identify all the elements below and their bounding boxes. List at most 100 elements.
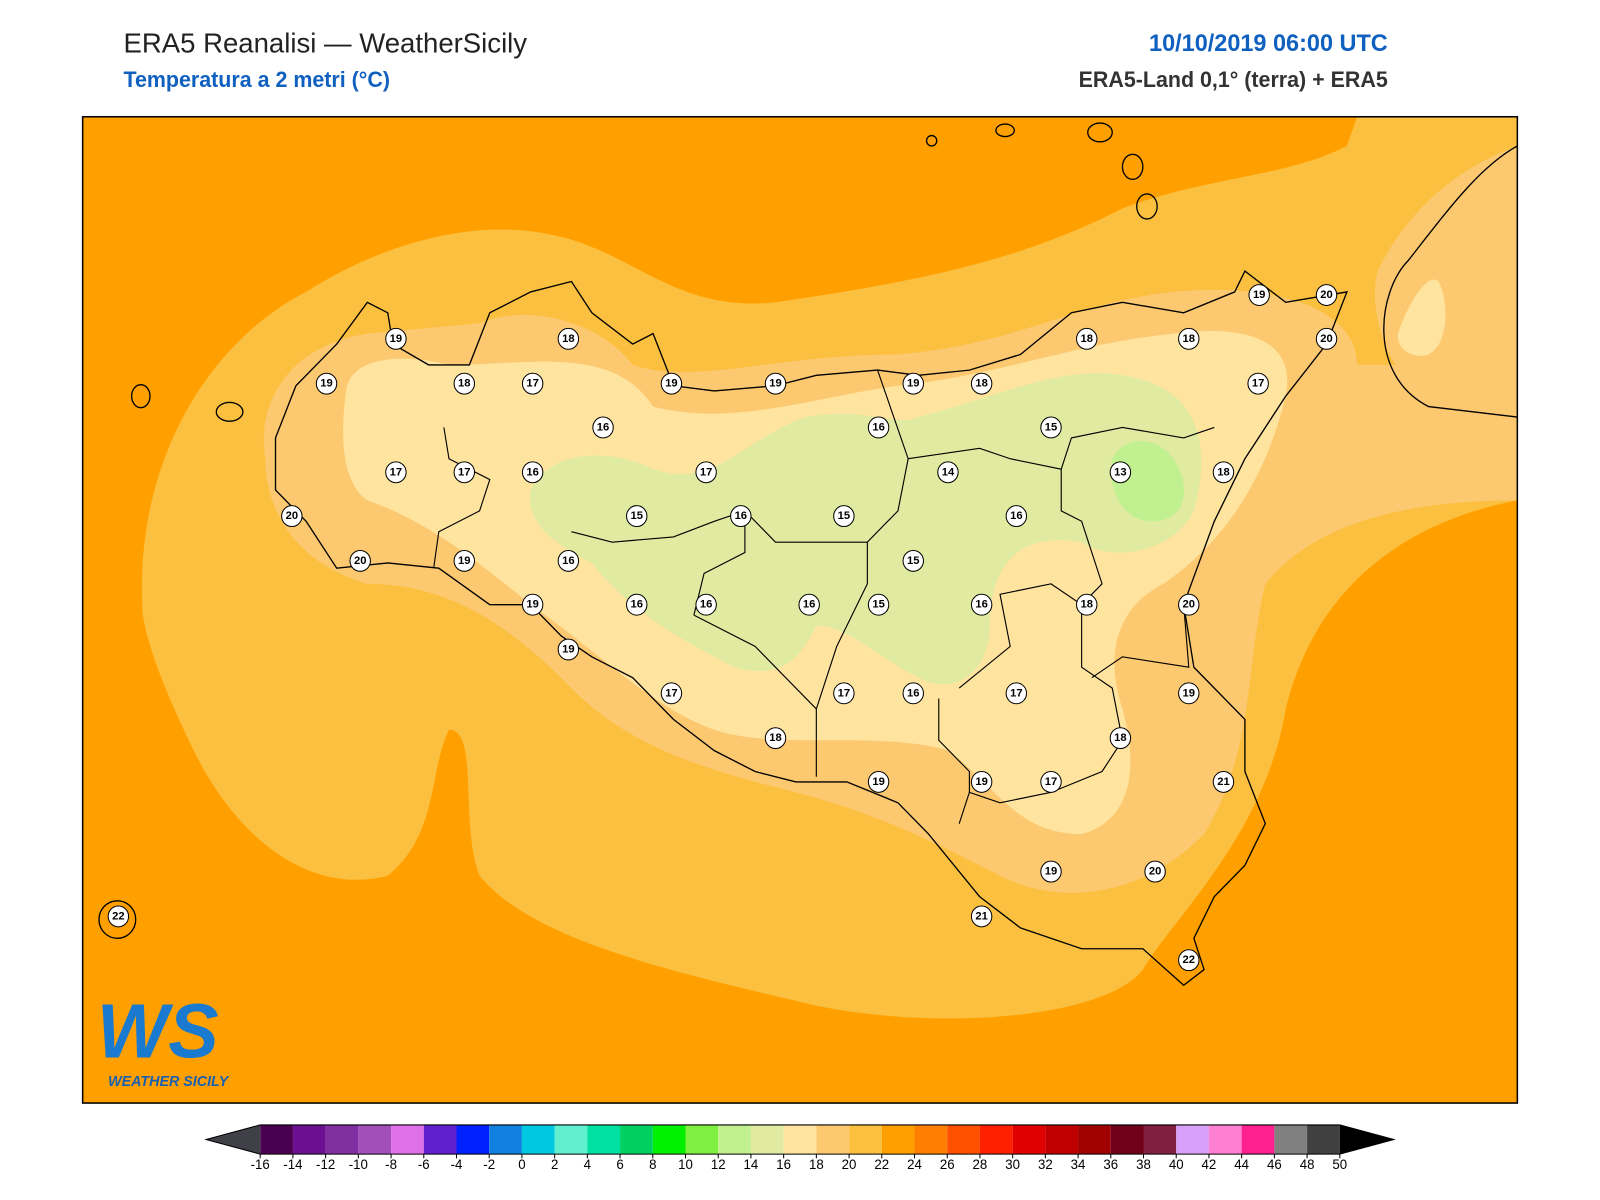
station-marker [970, 905, 993, 928]
station-marker [1109, 727, 1132, 750]
station-value: 20 [1183, 599, 1195, 611]
station-marker [557, 327, 580, 350]
colorbar-segment [1307, 1124, 1340, 1155]
station-value: 20 [1149, 866, 1161, 878]
station-value: 17 [1010, 687, 1022, 699]
station-value: 19 [526, 599, 538, 611]
station-value: 20 [1320, 289, 1332, 301]
station-value: 17 [526, 378, 538, 390]
station-value: 16 [562, 555, 574, 567]
station-value: 15 [1045, 421, 1057, 433]
colorbar-segment [881, 1124, 915, 1155]
station-marker [453, 549, 475, 572]
island [925, 134, 938, 147]
station-value: 18 [1183, 333, 1195, 345]
station-value: 21 [1217, 776, 1229, 788]
station-value: 19 [872, 776, 884, 788]
station-marker [1178, 327, 1200, 350]
province-border [433, 427, 491, 569]
station-value: 18 [458, 378, 470, 390]
colorbar-segment [620, 1124, 653, 1155]
island [1121, 153, 1144, 180]
colorbar-segment [1078, 1124, 1111, 1155]
subtitle: Temperatura a 2 metri (°C) [123, 67, 390, 92]
station-value: 21 [975, 910, 987, 922]
colorbar-segment [554, 1124, 588, 1155]
contour-16-18 [1397, 279, 1446, 356]
station-marker [970, 593, 993, 616]
colorbar-tick-label: 2 [551, 1157, 558, 1172]
station-marker [833, 505, 855, 528]
colorbar-segment [816, 1124, 850, 1155]
station-value: 16 [735, 510, 747, 522]
colorbar-tick-label: 32 [1038, 1157, 1053, 1172]
station-marker [1005, 682, 1028, 705]
station-value: 19 [1253, 289, 1265, 301]
station-value: 18 [1114, 732, 1126, 744]
station-value: 15 [872, 599, 884, 611]
colorbar-tick-label: 34 [1071, 1157, 1086, 1172]
station-marker [592, 416, 614, 439]
colorbar-segment [1241, 1124, 1275, 1155]
colorbar-tick-label: -2 [483, 1157, 495, 1172]
colorbar-segment [947, 1124, 980, 1155]
station-marker [1212, 770, 1235, 793]
island [215, 401, 244, 422]
station-value: 17 [700, 466, 712, 478]
colorbar-segment [1143, 1124, 1177, 1155]
station-value: 15 [907, 555, 919, 567]
station-value: 16 [526, 466, 538, 478]
station-value: 16 [1010, 510, 1022, 522]
station-marker [107, 905, 130, 928]
logo-caption: WEATHER SICILY [108, 1074, 229, 1090]
colorbar-tick-label: 18 [809, 1157, 824, 1172]
colorbar-segment [718, 1124, 751, 1155]
station-value: 18 [1080, 333, 1092, 345]
logo-mark: WS [97, 989, 219, 1075]
station-value: 17 [458, 466, 470, 478]
station-marker [1248, 284, 1270, 306]
station-marker [521, 593, 544, 616]
province-border [938, 698, 970, 793]
station-value: 13 [1114, 466, 1126, 478]
colorbar-over [1339, 1124, 1394, 1155]
station-marker [1315, 284, 1338, 306]
province-border [815, 369, 909, 777]
datetime: 10/10/2019 06:00 UTC [1149, 31, 1388, 57]
station-value: 20 [286, 510, 298, 522]
stations: 19 18 19 18 17 19 19 19 18 18 18 19 20 20 17 16 16 15 17 17… [107, 284, 1338, 972]
station-value: 18 [562, 333, 574, 345]
station-marker [315, 372, 338, 395]
station-value: 20 [354, 555, 366, 567]
colorbar: -16 -14 -12 -10 -8 -6 -4 -2 0 2 4 6 8 10 12 14 16 18 20 22 2… [204, 1124, 1396, 1172]
station-marker [660, 682, 683, 705]
station-marker [453, 372, 475, 395]
station-marker [867, 593, 890, 616]
colorbar-tick-label: -6 [418, 1157, 430, 1172]
colorbar-tick-label: 26 [940, 1157, 955, 1172]
colorbar-tick-label: -16 [251, 1157, 270, 1172]
station-value: 17 [1252, 378, 1264, 390]
station-value: 19 [1183, 687, 1195, 699]
colorbar-segment [423, 1124, 457, 1155]
coastline [1383, 145, 1518, 418]
province-border [1091, 604, 1190, 679]
station-value: 15 [630, 510, 642, 522]
colorbar-segment [260, 1124, 293, 1155]
colorbar-tick-label: 20 [842, 1157, 857, 1172]
colorbar-tick-label: 14 [744, 1157, 759, 1172]
colorbar-segment [325, 1124, 359, 1155]
station-value: 19 [1045, 866, 1057, 878]
station-marker [695, 461, 717, 484]
station-value: 19 [320, 378, 332, 390]
station-marker [970, 770, 993, 793]
colorbar-tick-label: -12 [316, 1157, 335, 1172]
province-border [571, 510, 868, 543]
province-border [693, 614, 817, 710]
station-value: 18 [1080, 599, 1092, 611]
colorbar-segment [1012, 1124, 1046, 1155]
colorbar-tick-label: 24 [907, 1157, 922, 1172]
station-value: 16 [700, 599, 712, 611]
station-value: 16 [803, 599, 815, 611]
